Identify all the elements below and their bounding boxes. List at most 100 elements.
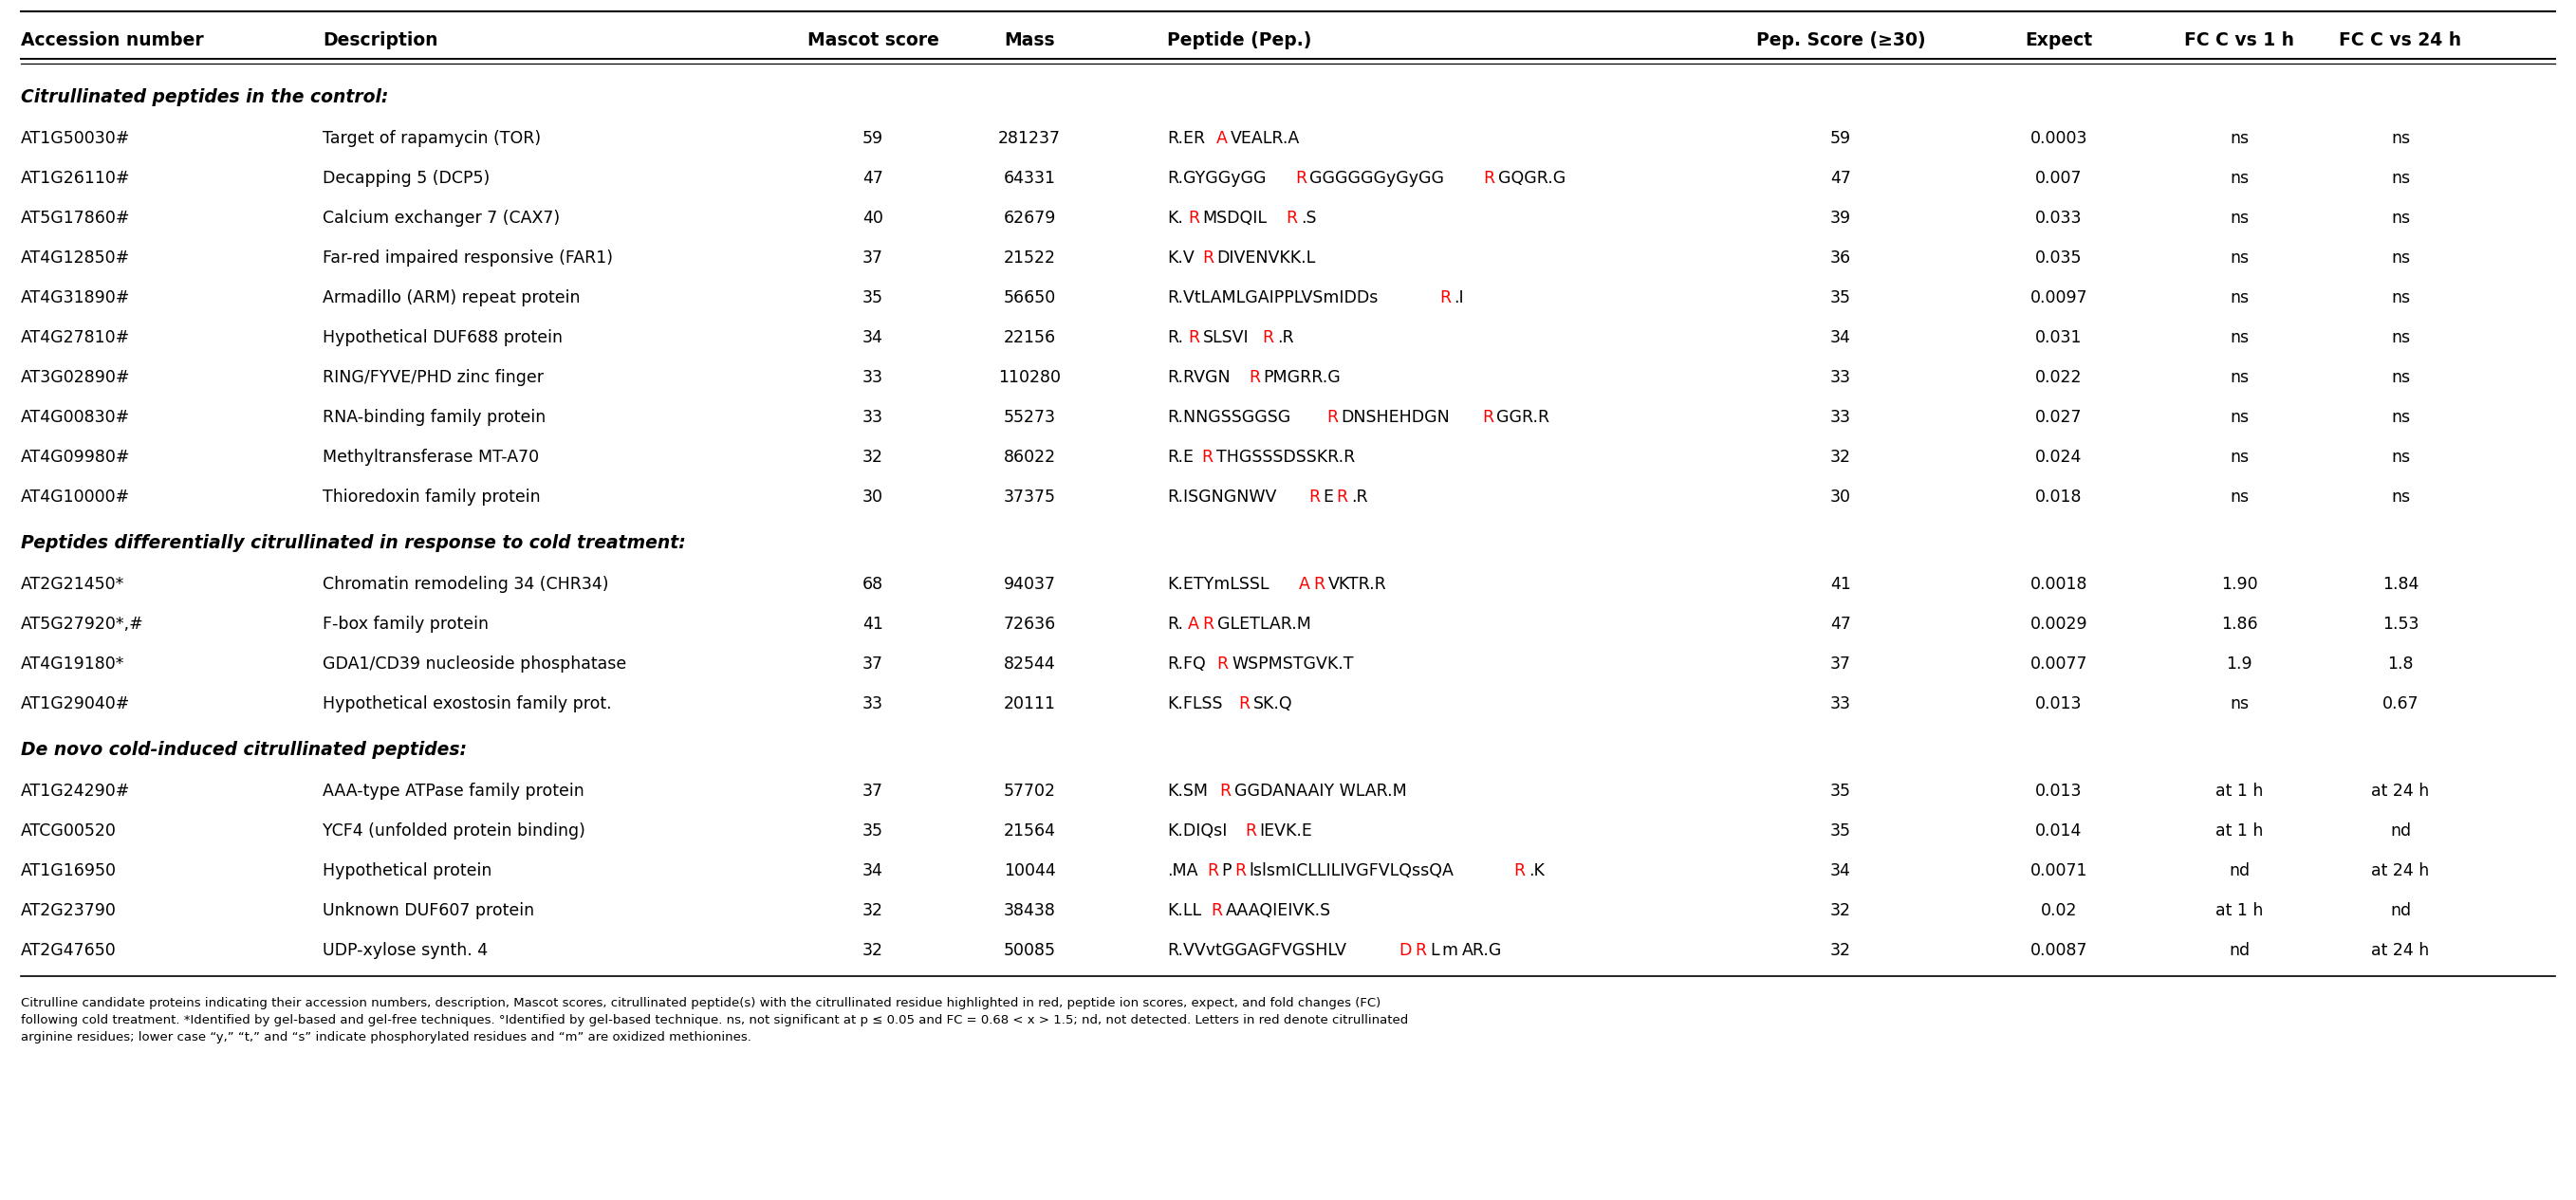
Text: D: D bbox=[1399, 942, 1412, 959]
Text: 1.8: 1.8 bbox=[2388, 655, 2414, 672]
Text: A: A bbox=[1298, 576, 1311, 593]
Text: AAA-type ATPase family protein: AAA-type ATPase family protein bbox=[322, 782, 585, 799]
Text: AT4G00830#: AT4G00830# bbox=[21, 409, 131, 426]
Text: R.NNGSSGGSG: R.NNGSSGGSG bbox=[1167, 409, 1291, 426]
Text: R: R bbox=[1414, 942, 1427, 959]
Text: 56650: 56650 bbox=[1002, 289, 1056, 306]
Text: R: R bbox=[1515, 863, 1525, 880]
Text: 0.014: 0.014 bbox=[2035, 822, 2081, 840]
Text: RNA-binding family protein: RNA-binding family protein bbox=[322, 409, 546, 426]
Text: 1.86: 1.86 bbox=[2221, 616, 2257, 632]
Text: 41: 41 bbox=[1832, 576, 1852, 593]
Text: AT4G09980#: AT4G09980# bbox=[21, 449, 131, 466]
Text: R: R bbox=[1206, 863, 1218, 880]
Text: AR.G: AR.G bbox=[1463, 942, 1502, 959]
Text: lslsmICLLILIVGFVLQssQA: lslsmICLLILIVGFVLQssQA bbox=[1249, 863, 1455, 880]
Text: 34: 34 bbox=[863, 329, 884, 347]
Text: 33: 33 bbox=[863, 695, 884, 713]
Text: A: A bbox=[1216, 130, 1226, 148]
Text: F-box family protein: F-box family protein bbox=[322, 616, 489, 632]
Text: Citrulline candidate proteins indicating their accession numbers, description, M: Citrulline candidate proteins indicating… bbox=[21, 997, 1381, 1009]
Text: ns: ns bbox=[2391, 449, 2411, 466]
Text: R: R bbox=[1216, 655, 1229, 672]
Text: 37: 37 bbox=[863, 655, 884, 672]
Text: 34: 34 bbox=[863, 863, 884, 880]
Text: 35: 35 bbox=[863, 289, 884, 306]
Text: 40: 40 bbox=[863, 210, 884, 227]
Text: R: R bbox=[1234, 863, 1247, 880]
Text: ns: ns bbox=[2231, 329, 2249, 347]
Text: R: R bbox=[1337, 488, 1347, 505]
Text: 0.035: 0.035 bbox=[2035, 250, 2081, 266]
Text: 32: 32 bbox=[1829, 902, 1852, 919]
Text: K.: K. bbox=[1167, 210, 1182, 227]
Text: Expect: Expect bbox=[2025, 31, 2092, 49]
Text: .K: .K bbox=[1528, 863, 1546, 880]
Text: R.ISGNGNWV: R.ISGNGNWV bbox=[1167, 488, 1278, 505]
Text: AAAQIEIVK.S: AAAQIEIVK.S bbox=[1226, 902, 1332, 919]
Text: 32: 32 bbox=[863, 449, 884, 466]
Text: 35: 35 bbox=[1829, 782, 1852, 799]
Text: Accession number: Accession number bbox=[21, 31, 204, 49]
Text: 20111: 20111 bbox=[1005, 695, 1056, 713]
Text: 0.0003: 0.0003 bbox=[2030, 130, 2087, 148]
Text: K.V: K.V bbox=[1167, 250, 1195, 266]
Text: R: R bbox=[1440, 289, 1450, 306]
Text: at 24 h: at 24 h bbox=[2372, 863, 2429, 880]
Text: DNSHEHDGN: DNSHEHDGN bbox=[1342, 409, 1450, 426]
Text: UDP-xylose synth. 4: UDP-xylose synth. 4 bbox=[322, 942, 487, 959]
Text: AT1G16950: AT1G16950 bbox=[21, 863, 116, 880]
Text: Citrullinated peptides in the control:: Citrullinated peptides in the control: bbox=[21, 89, 389, 107]
Text: E: E bbox=[1324, 488, 1334, 505]
Text: nd: nd bbox=[2228, 863, 2249, 880]
Text: ns: ns bbox=[2231, 210, 2249, 227]
Text: R.FQ: R.FQ bbox=[1167, 655, 1206, 672]
Text: AT4G27810#: AT4G27810# bbox=[21, 329, 131, 347]
Text: R: R bbox=[1188, 329, 1200, 347]
Text: AT2G23790: AT2G23790 bbox=[21, 902, 116, 919]
Text: R: R bbox=[1244, 822, 1257, 840]
Text: R.GYGGyGG: R.GYGGyGG bbox=[1167, 170, 1267, 187]
Text: K.LL: K.LL bbox=[1167, 902, 1200, 919]
Text: 30: 30 bbox=[1829, 488, 1852, 505]
Text: VEALR.A: VEALR.A bbox=[1231, 130, 1301, 148]
Text: AT4G19180*: AT4G19180* bbox=[21, 655, 124, 672]
Text: 55273: 55273 bbox=[1005, 409, 1056, 426]
Text: 0.0077: 0.0077 bbox=[2030, 655, 2087, 672]
Text: R: R bbox=[1296, 170, 1306, 187]
Text: ns: ns bbox=[2231, 170, 2249, 187]
Text: ns: ns bbox=[2231, 488, 2249, 505]
Text: R.E: R.E bbox=[1167, 449, 1193, 466]
Text: 59: 59 bbox=[1829, 130, 1852, 148]
Text: Peptide (Pep.): Peptide (Pep.) bbox=[1167, 31, 1311, 49]
Text: De novo cold-induced citrullinated peptides:: De novo cold-induced citrullinated pepti… bbox=[21, 742, 466, 760]
Text: 35: 35 bbox=[1829, 822, 1852, 840]
Text: Calcium exchanger 7 (CAX7): Calcium exchanger 7 (CAX7) bbox=[322, 210, 559, 227]
Text: Thioredoxin family protein: Thioredoxin family protein bbox=[322, 488, 541, 505]
Text: at 1 h: at 1 h bbox=[2215, 822, 2264, 840]
Text: R: R bbox=[1203, 616, 1213, 632]
Text: 0.024: 0.024 bbox=[2035, 449, 2081, 466]
Text: 0.0097: 0.0097 bbox=[2030, 289, 2087, 306]
Text: SK.Q: SK.Q bbox=[1255, 695, 1293, 713]
Text: 33: 33 bbox=[1829, 409, 1852, 426]
Text: K.DIQsI: K.DIQsI bbox=[1167, 822, 1226, 840]
Text: 0.02: 0.02 bbox=[2040, 902, 2076, 919]
Text: 1.90: 1.90 bbox=[2221, 576, 2257, 593]
Text: SLSVI: SLSVI bbox=[1203, 329, 1249, 347]
Text: R: R bbox=[1481, 409, 1494, 426]
Text: GQGR.G: GQGR.G bbox=[1499, 170, 1566, 187]
Text: AT1G50030#: AT1G50030# bbox=[21, 130, 131, 148]
Text: GDA1/CD39 nucleoside phosphatase: GDA1/CD39 nucleoside phosphatase bbox=[322, 655, 626, 672]
Text: 86022: 86022 bbox=[1002, 449, 1056, 466]
Text: ns: ns bbox=[2391, 409, 2411, 426]
Text: 33: 33 bbox=[1829, 370, 1852, 386]
Text: 0.0071: 0.0071 bbox=[2030, 863, 2087, 880]
Text: DIVENVKK.L: DIVENVKK.L bbox=[1216, 250, 1316, 266]
Text: Target of rapamycin (TOR): Target of rapamycin (TOR) bbox=[322, 130, 541, 148]
Text: ns: ns bbox=[2391, 289, 2411, 306]
Text: 1.84: 1.84 bbox=[2383, 576, 2419, 593]
Text: 41: 41 bbox=[863, 616, 884, 632]
Text: ns: ns bbox=[2391, 488, 2411, 505]
Text: 37: 37 bbox=[863, 782, 884, 799]
